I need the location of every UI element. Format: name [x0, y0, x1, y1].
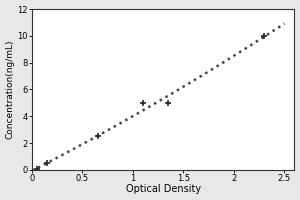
Y-axis label: Concentration(ng/mL): Concentration(ng/mL)	[6, 40, 15, 139]
X-axis label: Optical Density: Optical Density	[126, 184, 201, 194]
